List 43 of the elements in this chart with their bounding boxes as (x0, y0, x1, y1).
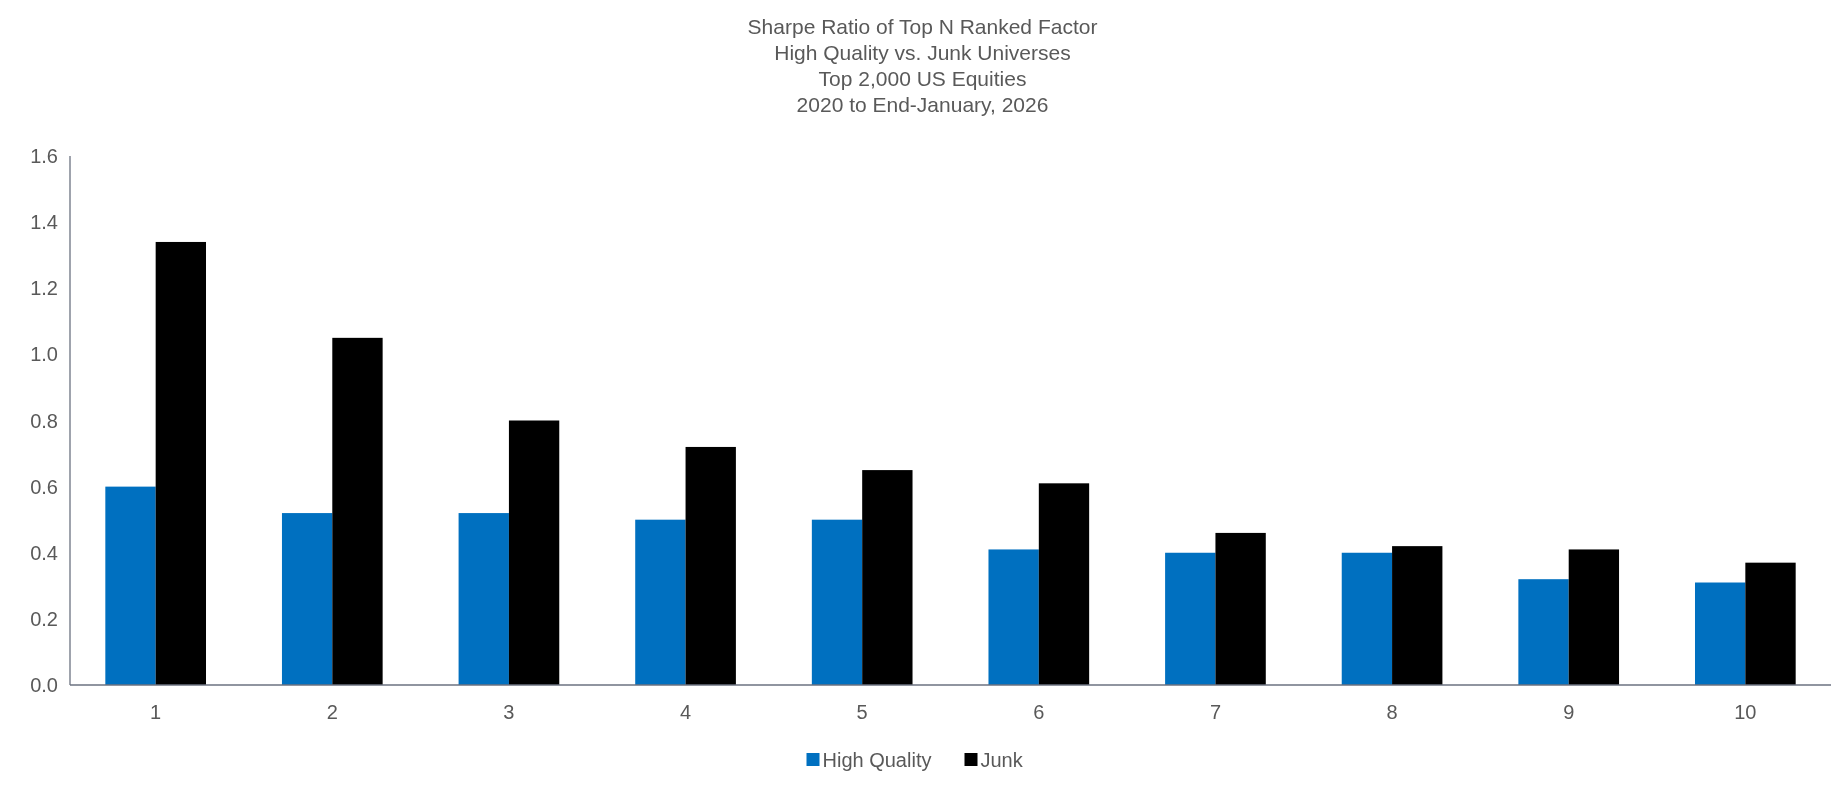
x-tick-label: 4 (679, 701, 692, 723)
y-tick-label: 0.6 (30, 475, 58, 498)
x-tick-label: 7 (1209, 701, 1222, 723)
y-tick-label: 1.4 (30, 211, 58, 234)
x-tick-label: 8 (1386, 701, 1398, 723)
chart-title: Sharpe Ratio of Top N Ranked Factor (747, 15, 1098, 38)
bar (1694, 582, 1746, 685)
x-tick-label: 9 (1563, 701, 1575, 723)
chart-subtitle: High Quality vs. Junk Universes Top 2,000 US Equities 2020 to End-January, 2026 (774, 41, 1071, 116)
bar (508, 420, 560, 685)
y-tick-label: 0.0 (30, 674, 58, 696)
y-tick-label: 1.2 (30, 277, 58, 300)
x-tick-label: 10 (1734, 701, 1757, 723)
bar (811, 519, 863, 685)
bar (1341, 552, 1393, 685)
legend-label: High Quality (822, 749, 932, 771)
bar (105, 486, 156, 685)
bar (862, 470, 913, 685)
x-tick-label: 2 (326, 701, 338, 723)
bar (1745, 562, 1796, 685)
x-tick-label: 1 (150, 701, 162, 723)
y-tick-label: 0.2 (30, 607, 58, 630)
bar (1392, 546, 1443, 685)
bar (988, 549, 1039, 685)
bar (155, 241, 206, 685)
bar (458, 513, 509, 685)
bar (281, 513, 333, 685)
bar (1568, 549, 1620, 685)
x-tick-label: 3 (503, 701, 515, 723)
bar (332, 337, 383, 685)
bar (1518, 579, 1569, 685)
y-tick-label: 0.8 (30, 409, 58, 432)
bar (685, 446, 736, 685)
bar (1215, 532, 1266, 685)
bar (635, 519, 686, 685)
legend-label: Junk (980, 749, 1024, 771)
bar (1038, 483, 1090, 685)
y-tick-label: 1.0 (30, 343, 58, 366)
x-tick-label: 5 (856, 701, 868, 723)
y-tick-label: 1.6 (30, 145, 58, 167)
y-tick-label: 0.4 (30, 541, 58, 564)
x-tick-label: 6 (1033, 701, 1045, 723)
bar (1165, 552, 1216, 685)
